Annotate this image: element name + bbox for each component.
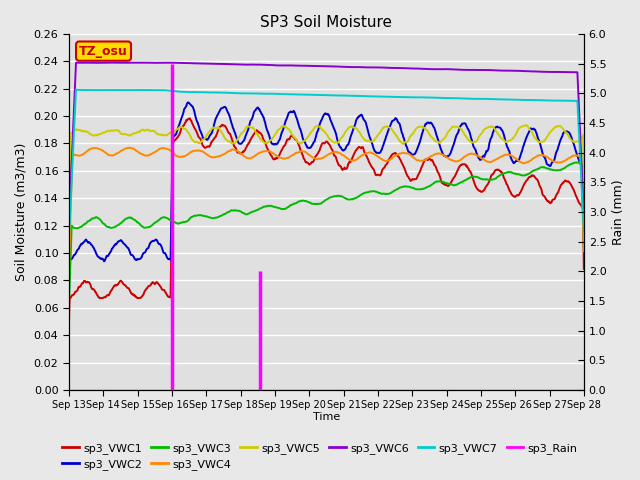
Text: TZ_osu: TZ_osu [79,45,128,58]
Y-axis label: Soil Moisture (m3/m3): Soil Moisture (m3/m3) [15,143,28,281]
Title: SP3 Soil Moisture: SP3 Soil Moisture [260,15,392,30]
X-axis label: Time: Time [313,412,340,422]
Y-axis label: Rain (mm): Rain (mm) [612,179,625,245]
Legend: sp3_VWC1, sp3_VWC2, sp3_VWC3, sp3_VWC4, sp3_VWC5, sp3_VWC6, sp3_VWC7, sp3_Rain: sp3_VWC1, sp3_VWC2, sp3_VWC3, sp3_VWC4, … [58,438,582,474]
